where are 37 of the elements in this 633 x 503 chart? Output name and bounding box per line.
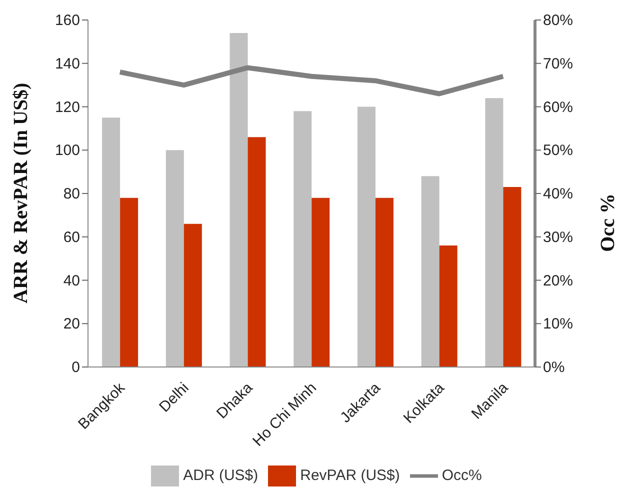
bar — [230, 33, 248, 367]
y-tick-label: 80 — [63, 186, 80, 202]
y-tick-label: 100 — [54, 142, 80, 160]
bar — [248, 137, 266, 367]
legend-label: RevPAR (US$) — [300, 466, 400, 484]
bar — [294, 111, 312, 367]
y2-tick-label: 10% — [543, 316, 574, 333]
y-tick-label: 140 — [54, 55, 80, 72]
bar — [375, 198, 394, 367]
y-tick-label: 0 — [72, 359, 80, 376]
y-tick-label: 20 — [63, 316, 80, 333]
y2-tick-label: 0% — [543, 359, 565, 376]
y2-tick-label: 70% — [543, 55, 574, 72]
legend-label: Occ% — [442, 466, 482, 484]
y2-axis-title: Occ % — [597, 194, 620, 252]
y2-tick-label: 30% — [543, 228, 574, 246]
legend-label: ADR (US$) — [183, 466, 258, 484]
y2-tick-label: 50% — [543, 142, 574, 160]
y-tick-label: 40 — [63, 272, 80, 290]
bar — [120, 198, 138, 367]
bar — [166, 150, 184, 367]
bar — [439, 246, 458, 367]
bar — [503, 186, 522, 367]
y2-tick-label: 60% — [543, 98, 574, 116]
y-tick-label: 60 — [63, 228, 80, 246]
bar — [421, 176, 440, 367]
bar — [357, 106, 376, 367]
bar — [184, 224, 202, 367]
bar — [312, 198, 330, 367]
y2-tick-label: 40% — [543, 186, 574, 202]
y-tick-label: 120 — [54, 98, 80, 116]
bar — [102, 118, 120, 367]
bar — [485, 98, 504, 367]
y-tick-label: 160 — [54, 12, 80, 29]
y-axis-title: ARR & RevPAR (In US$) — [10, 82, 32, 304]
y2-tick-label: 20% — [543, 272, 574, 290]
y2-tick-label: 80% — [543, 12, 574, 29]
